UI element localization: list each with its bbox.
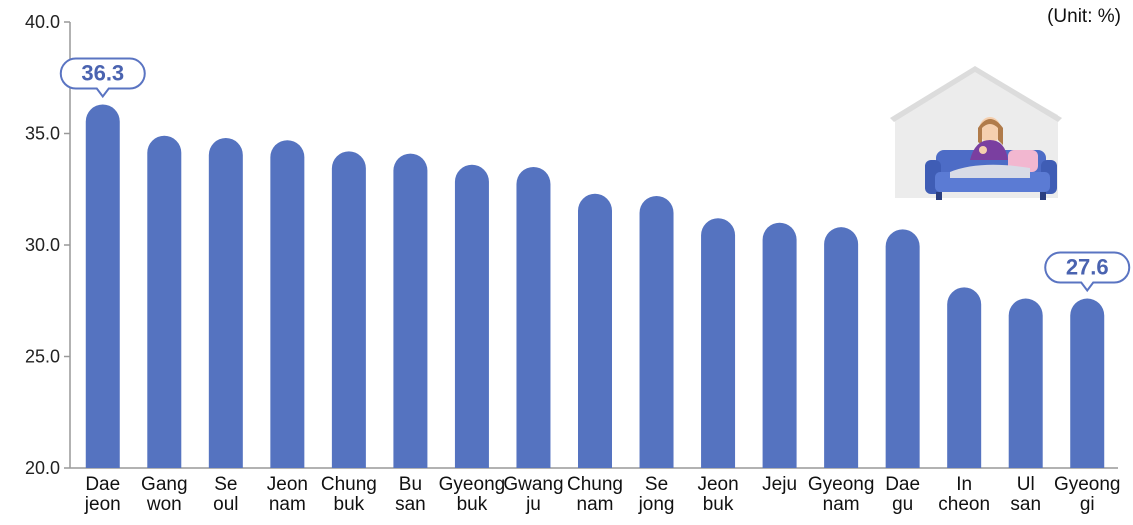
x-tick-label: Bu xyxy=(399,474,422,495)
bar xyxy=(331,151,366,468)
x-tick-label: gu xyxy=(892,494,913,515)
bar xyxy=(639,195,674,468)
x-tick-label: won xyxy=(146,494,182,515)
x-tick-label: Dae xyxy=(885,474,920,495)
x-tick-label: Chung xyxy=(321,474,377,495)
bar xyxy=(208,137,243,468)
callout-bubble xyxy=(59,57,146,99)
bar xyxy=(85,104,120,468)
bar xyxy=(1070,298,1105,468)
bar xyxy=(270,140,305,468)
x-tick-label: Gyeong xyxy=(808,474,875,495)
x-tick-label: nam xyxy=(269,494,306,515)
x-tick-label: Dae xyxy=(85,474,120,495)
bar xyxy=(393,153,428,468)
x-tick-label: gi xyxy=(1080,494,1095,515)
data-label: 27.6 xyxy=(1066,255,1109,280)
x-tick-label: Se xyxy=(645,474,668,495)
data-label: 36.3 xyxy=(81,61,124,86)
x-tick-label: Gwang xyxy=(503,474,563,495)
x-tick-label: san xyxy=(395,494,426,515)
x-tick-label: Gyeong xyxy=(1054,474,1121,495)
y-tick-label: 40.0 xyxy=(25,12,60,32)
x-tick-label: cheon xyxy=(938,494,990,515)
x-tick-label: Ul xyxy=(1017,474,1035,495)
bar xyxy=(1008,298,1043,468)
x-tick-label: Jeon xyxy=(697,474,738,495)
bar xyxy=(762,222,797,468)
x-tick-label: nam xyxy=(577,494,614,515)
y-tick-label: 25.0 xyxy=(25,347,60,367)
bar xyxy=(147,135,182,469)
y-tick-label: 35.0 xyxy=(25,124,60,144)
bar xyxy=(885,229,920,468)
bar xyxy=(578,193,612,468)
x-tick-label: In xyxy=(956,474,972,495)
x-tick-label: nam xyxy=(823,494,860,515)
x-tick-label: Chung xyxy=(567,474,623,495)
x-tick-label: ju xyxy=(525,494,541,515)
x-tick-label: Se xyxy=(214,474,237,495)
x-tick-label: Jeon xyxy=(267,474,308,495)
x-tick-label: jong xyxy=(638,494,675,515)
unit-label: (Unit: %) xyxy=(1047,6,1121,27)
data-label-callout: 36.3 xyxy=(59,57,146,99)
x-tick-label: Jeju xyxy=(762,474,797,495)
x-tick-label: Gyeong xyxy=(439,474,506,495)
callout-bubble xyxy=(1044,251,1131,293)
y-tick-label: 20.0 xyxy=(25,458,60,478)
bar xyxy=(824,227,859,468)
y-tick-label: 30.0 xyxy=(25,235,60,255)
data-label-callout: 27.6 xyxy=(1044,251,1131,293)
bar xyxy=(701,218,736,468)
bar xyxy=(516,166,551,468)
bar xyxy=(947,287,982,468)
x-tick-label: jeon xyxy=(84,494,121,515)
x-tick-label: oul xyxy=(213,494,238,515)
x-tick-label: buk xyxy=(703,494,734,515)
x-tick-label: buk xyxy=(334,494,365,515)
x-tick-label: Gang xyxy=(141,474,187,495)
x-tick-label: san xyxy=(1010,494,1041,515)
bar xyxy=(454,164,489,468)
x-tick-label: buk xyxy=(457,494,488,515)
person-on-sofa-in-house-icon xyxy=(890,66,1062,200)
